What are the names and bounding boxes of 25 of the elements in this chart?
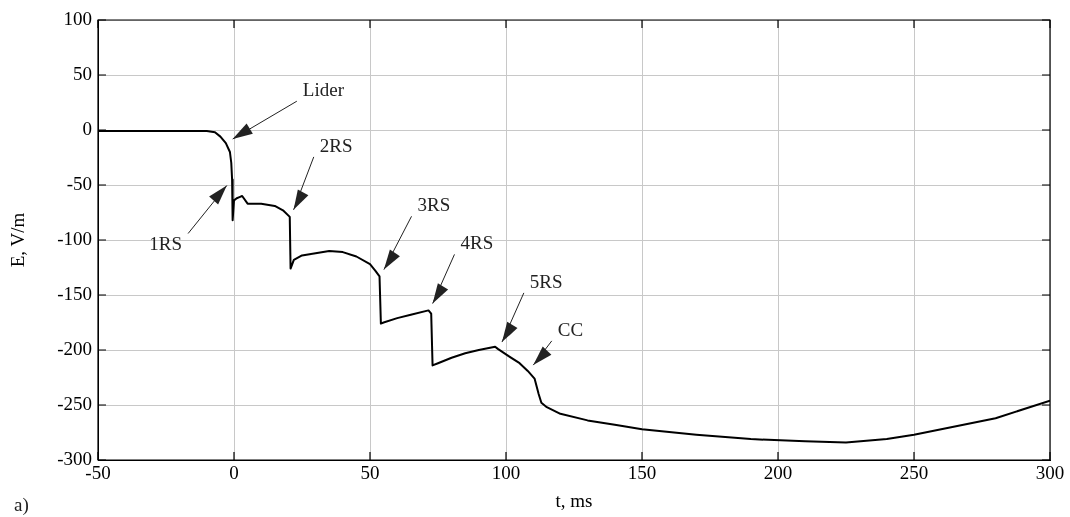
y-tick-label: -150 (57, 282, 92, 304)
x-tick-label: 200 (763, 462, 793, 484)
y-axis-title: E, V/m (7, 212, 29, 268)
y-tick-label: 50 (73, 62, 92, 84)
x-tick-label: 300 (1035, 462, 1065, 484)
x-tick-label: 250 (899, 462, 929, 484)
annotation: CC (557, 318, 584, 340)
y-tick-label: -250 (57, 392, 92, 414)
x-tick-label: 100 (491, 462, 521, 484)
annotation: 4RS (460, 232, 494, 254)
annotation: 1RS (149, 233, 183, 255)
x-tick-label: 0 (229, 462, 239, 484)
x-tick-label: 50 (360, 462, 380, 484)
x-tick-label: 150 (627, 462, 657, 484)
text: a) (14, 494, 29, 516)
y-tick-label: 100 (63, 7, 92, 29)
y-tick-label: -50 (66, 172, 92, 194)
annotation: 2RS (319, 134, 353, 156)
annotation: Lider (302, 79, 345, 101)
annotation: 5RS (529, 270, 563, 292)
x-axis-title: t, ms (555, 489, 593, 511)
y-tick-label: -100 (57, 227, 92, 249)
y-tick-label: 0 (82, 117, 92, 139)
annotation: 3RS (417, 194, 451, 216)
y-tick-label: -200 (57, 337, 92, 359)
